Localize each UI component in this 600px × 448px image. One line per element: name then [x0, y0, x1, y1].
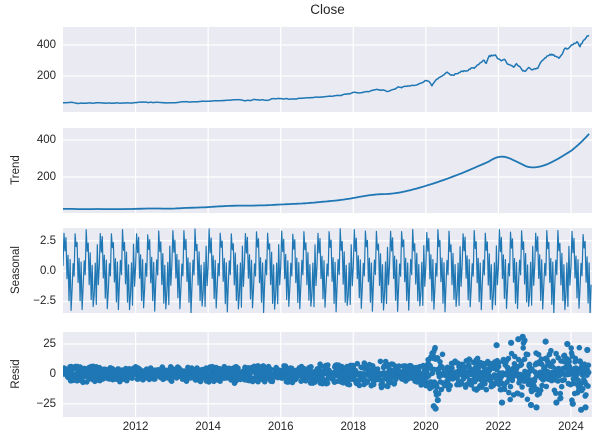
y-tick-label: −25	[36, 397, 56, 410]
x-tick-label: 2020	[413, 421, 439, 433]
subplot-observed	[63, 27, 592, 112]
chart-title: Close	[310, 2, 345, 17]
x-tick-label: 2022	[485, 421, 512, 433]
subplot-trend	[63, 128, 592, 213]
seasonal-series	[63, 228, 592, 313]
axes-background	[63, 128, 592, 213]
y-tick-label: 25	[43, 337, 56, 350]
y-tick-label: 0	[49, 367, 56, 380]
y-tick-label: 200	[36, 170, 56, 183]
y-tick-label: 400	[36, 134, 56, 146]
y-tick-label: 0.0	[40, 265, 56, 278]
axes-background	[63, 27, 592, 112]
subplot-resid	[63, 332, 592, 417]
y-tick-label: 400	[36, 38, 56, 51]
subplot-seasonal	[63, 228, 592, 313]
x-tick-label: 2016	[267, 421, 294, 433]
y-tick-label: 200	[36, 70, 56, 82]
x-tick-label: 2014	[195, 421, 221, 433]
x-tick-label: 2024	[558, 421, 584, 433]
y-tick-label: −2.5	[33, 295, 56, 308]
trend-series	[63, 133, 590, 210]
x-tick-label: 2018	[340, 421, 367, 433]
resid-series	[63, 333, 592, 413]
observed-series	[63, 34, 590, 105]
x-tick-label: 2012	[122, 421, 149, 433]
y-tick-label: 2.5	[40, 234, 56, 247]
